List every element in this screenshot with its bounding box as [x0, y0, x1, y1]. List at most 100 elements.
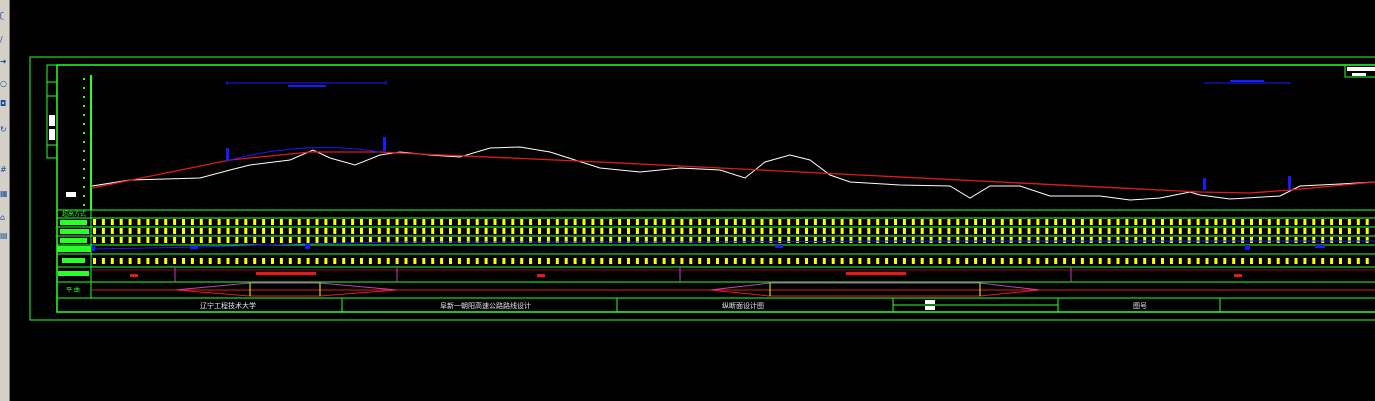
elevation-scale-box [46, 64, 58, 159]
station-tick [609, 228, 613, 234]
station-tick [538, 228, 541, 234]
station-tick [279, 228, 283, 234]
house-icon[interactable]: ⌂ [0, 213, 6, 222]
station-tick [867, 237, 871, 243]
station-tick [253, 228, 257, 234]
station-tick [1321, 237, 1325, 243]
station-tick [244, 219, 248, 225]
station-tick [974, 258, 978, 264]
station-tick [733, 237, 737, 243]
station-tick [1027, 219, 1031, 225]
circle-icon[interactable]: ○ [0, 79, 7, 88]
station-tick [1143, 219, 1147, 225]
station-tick [520, 219, 524, 225]
station-tick [271, 237, 274, 243]
project-name: 阜新一朝阳高速公路路线设计 [440, 301, 531, 310]
station-tick [1276, 258, 1280, 264]
station-tick [386, 258, 390, 264]
station-tick [493, 258, 497, 264]
station-tick [698, 258, 702, 264]
station-tick [983, 228, 986, 234]
station-tick [858, 228, 862, 234]
station-tick [1223, 219, 1227, 225]
station-tick [600, 219, 604, 225]
station-tick [342, 228, 346, 234]
layer-icon[interactable]: ▤ [0, 231, 8, 240]
station-tick [671, 228, 675, 234]
station-tick [208, 228, 212, 234]
station-tick [1232, 237, 1236, 243]
station-tick [306, 228, 310, 234]
station-tick [929, 237, 933, 243]
move-icon[interactable]: ➔ [0, 57, 7, 66]
station-tick [306, 219, 310, 225]
zoom-icon[interactable]: ◘ [0, 99, 7, 108]
station-tick [858, 258, 862, 264]
station-tick [217, 228, 221, 234]
station-tick [885, 228, 889, 234]
station-tick [324, 237, 328, 243]
table-icon[interactable]: ▦ [0, 189, 8, 198]
station-tick [769, 228, 773, 234]
station-tick [1098, 258, 1102, 264]
station-tick [1152, 237, 1156, 243]
station-tick [1258, 237, 1262, 243]
station-tick [128, 219, 132, 225]
station-tick [457, 237, 461, 243]
station-tick [1285, 258, 1289, 264]
station-tick [262, 237, 266, 243]
station-tick [1294, 219, 1298, 225]
station-tick [1080, 237, 1084, 243]
station-tick [1339, 237, 1342, 243]
station-tick [796, 258, 800, 264]
station-tick [822, 258, 826, 264]
station-tick [1267, 258, 1271, 264]
station-tick [680, 219, 684, 225]
station-tick [991, 258, 995, 264]
select-icon[interactable]: ʗ [0, 11, 5, 20]
station-tick [609, 237, 613, 243]
station-tick [1196, 258, 1200, 264]
outer-frame [29, 56, 1375, 321]
station-tick [805, 237, 808, 243]
station-tick [529, 258, 533, 264]
station-tick [128, 258, 132, 264]
station-tick [333, 258, 337, 264]
station-tick [1303, 237, 1307, 243]
station-tick [1045, 228, 1049, 234]
station-tick [315, 258, 319, 264]
line-icon[interactable]: / [0, 35, 3, 44]
station-tick [360, 219, 363, 225]
station-tick [431, 219, 435, 225]
station-tick [173, 228, 177, 234]
station-tick [199, 228, 203, 234]
station-tick [368, 237, 372, 243]
station-tick [974, 219, 978, 225]
station-tick [600, 237, 604, 243]
scale-block [49, 129, 55, 140]
station-tick [190, 219, 194, 225]
station-tick [991, 219, 995, 225]
station-tick [1072, 228, 1075, 234]
station-tick [173, 258, 177, 264]
station-tick [440, 237, 444, 243]
grid-icon[interactable]: # [0, 165, 7, 174]
rotate-icon[interactable]: ↻ [0, 125, 7, 134]
ruler-dot [83, 195, 85, 197]
station-tick [716, 219, 719, 225]
station-tick [1161, 258, 1164, 264]
station-tick [1303, 219, 1307, 225]
station-tick [947, 237, 951, 243]
station-tick [787, 219, 791, 225]
station-tick [155, 219, 159, 225]
station-tick [1294, 237, 1298, 243]
station-tick [1330, 258, 1334, 264]
station-tick [805, 219, 808, 225]
station-tick [662, 219, 666, 225]
station-tick [840, 228, 844, 234]
station-tick [1063, 258, 1067, 264]
station-tick [707, 219, 711, 225]
station-tick [1356, 219, 1360, 225]
station-tick [760, 219, 764, 225]
